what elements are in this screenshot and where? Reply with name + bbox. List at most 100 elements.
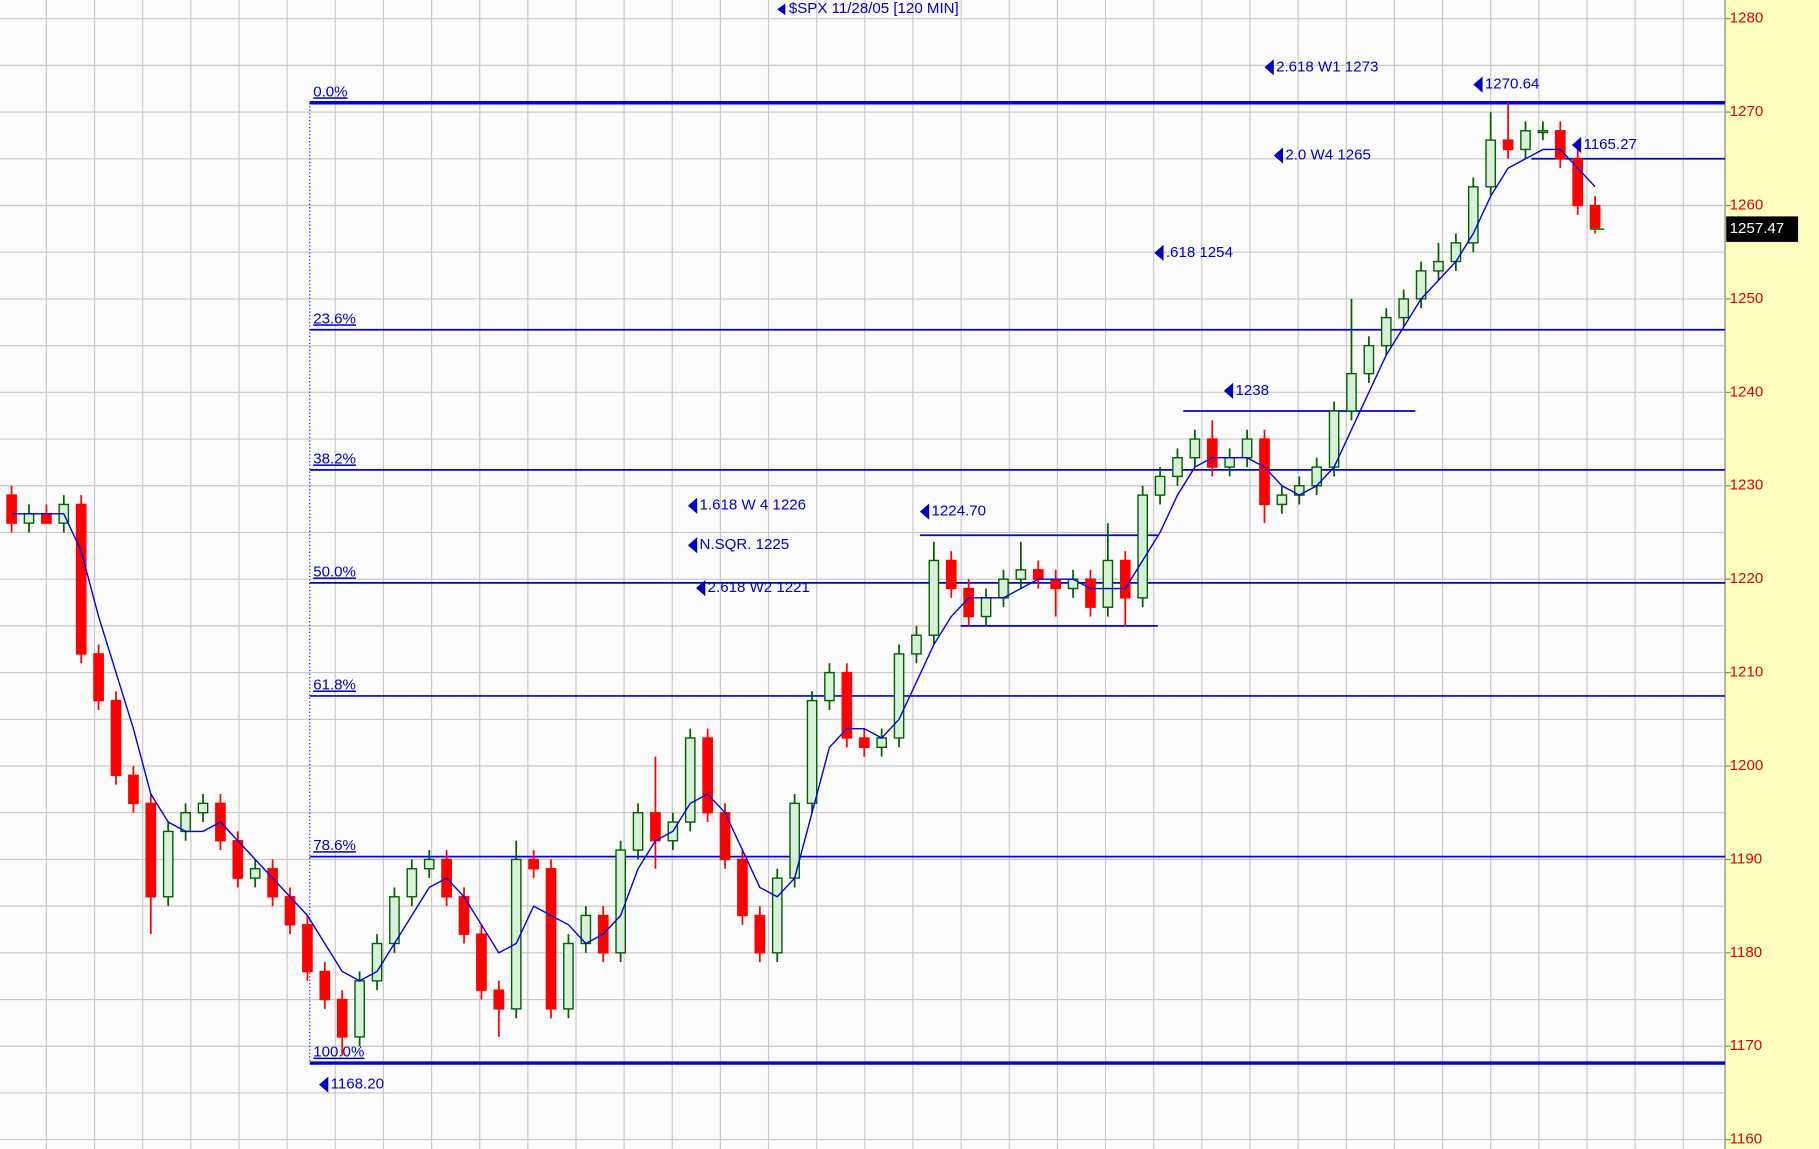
candle-body — [1450, 242, 1462, 263]
candle-body — [945, 559, 957, 590]
candle-body — [354, 980, 365, 1038]
candle-body — [1380, 316, 1392, 347]
candle-body — [545, 868, 557, 1010]
candle-body — [128, 774, 139, 805]
annotation: 2.0 W4 1265 — [1285, 146, 1371, 163]
y-tick-label: 1190 — [1730, 850, 1762, 867]
candle-body — [1102, 559, 1114, 608]
candle-body — [998, 578, 1009, 599]
candle-body — [197, 802, 209, 814]
candle-body — [841, 671, 853, 739]
candle-body — [423, 858, 435, 870]
candle-body — [980, 597, 992, 618]
candle-body — [267, 868, 278, 898]
candle-body — [702, 737, 713, 814]
fib-label: 61.8% — [313, 676, 356, 693]
candle-body — [684, 737, 696, 823]
candle-body — [493, 989, 505, 1010]
y-tick-label: 1220 — [1730, 570, 1764, 587]
candle-body — [1572, 158, 1584, 207]
candle-body — [319, 970, 331, 1001]
candle-body — [1224, 457, 1236, 468]
candle-body — [23, 513, 35, 524]
candle-body — [650, 812, 661, 842]
fib-label: 78.6% — [313, 837, 356, 854]
candle-body — [145, 802, 157, 898]
candle-body — [737, 858, 748, 917]
annotation: 1165.27 — [1584, 136, 1637, 153]
annotation: 1.618 W 4 1226 — [700, 497, 806, 514]
candle-body — [6, 494, 17, 524]
annotation-marker — [1571, 136, 1582, 154]
annotation: 2.618 W1 1273 — [1276, 58, 1378, 75]
y-tick-label: 1210 — [1730, 664, 1764, 681]
y-tick-label: 1200 — [1730, 757, 1764, 774]
annotation-marker — [696, 580, 706, 597]
moving-average — [11, 148, 1596, 982]
candle-body — [1589, 204, 1601, 230]
candle-body — [615, 849, 626, 954]
annotation-marker — [919, 503, 930, 520]
candle-body — [110, 699, 122, 777]
fib-label: 100.0% — [313, 1044, 364, 1061]
title-marker — [777, 3, 786, 16]
candle-body — [1154, 475, 1166, 496]
annotation-marker — [1273, 147, 1284, 164]
candle-body — [563, 942, 574, 1010]
candle-body — [1363, 344, 1375, 375]
y-tick-label: 1180 — [1730, 944, 1762, 961]
candle-body — [911, 634, 922, 655]
y-tick-label: 1230 — [1730, 477, 1764, 494]
fib-label: 50.0% — [313, 563, 356, 580]
candle-body — [928, 559, 940, 636]
candle-body — [93, 653, 104, 702]
annotation: .618 1254 — [1166, 244, 1233, 261]
fib-label: 38.2% — [313, 450, 356, 467]
candle-body — [893, 653, 905, 739]
candle-body — [249, 868, 261, 879]
y-tick-label: 1170 — [1730, 1037, 1762, 1054]
candle-body — [824, 671, 835, 702]
candle-body — [754, 914, 766, 954]
candle-body — [632, 812, 644, 851]
y-tick-label: 1270 — [1730, 103, 1764, 120]
y-tick-label: 1250 — [1730, 290, 1764, 307]
candle-body — [302, 924, 313, 973]
candle-body — [1259, 438, 1270, 506]
annotation-marker — [1473, 76, 1483, 93]
candle-body — [1015, 569, 1027, 580]
y-tick-label: 1240 — [1730, 383, 1764, 400]
candle-body — [1172, 457, 1183, 478]
candle-body — [1050, 578, 1062, 590]
candle-body — [75, 503, 87, 655]
candle-body — [1206, 438, 1218, 468]
plot-background — [0, 0, 1725, 1149]
fib-label: 0.0% — [313, 83, 347, 100]
candle-body — [1346, 372, 1357, 412]
candle-body — [41, 513, 52, 524]
annotation: N.SQR. 1225 — [700, 536, 790, 553]
annotation-marker — [319, 1076, 329, 1093]
candle-body — [1032, 569, 1044, 580]
candle-body — [389, 896, 400, 945]
annotation-marker — [1223, 382, 1234, 400]
annotation: 2.618 W2 1221 — [708, 579, 810, 596]
candle-body — [1485, 139, 1497, 188]
candle-body — [1433, 260, 1444, 272]
candle-body — [876, 737, 887, 749]
candle-body — [1137, 494, 1149, 599]
candle-body — [336, 998, 348, 1038]
candle-body — [1554, 130, 1566, 160]
candle-body — [528, 858, 539, 870]
candle-body — [1241, 438, 1253, 459]
candle-body — [1502, 139, 1514, 151]
candle-body — [806, 699, 818, 805]
last-price-label: 1257.47 — [1730, 220, 1785, 237]
annotation-marker — [1154, 244, 1164, 262]
annotation-marker — [687, 497, 698, 514]
candle-body — [1085, 578, 1096, 608]
y-tick-label: 1160 — [1730, 1131, 1762, 1148]
y-tick-label: 1260 — [1730, 196, 1764, 213]
candle-body — [371, 942, 383, 982]
